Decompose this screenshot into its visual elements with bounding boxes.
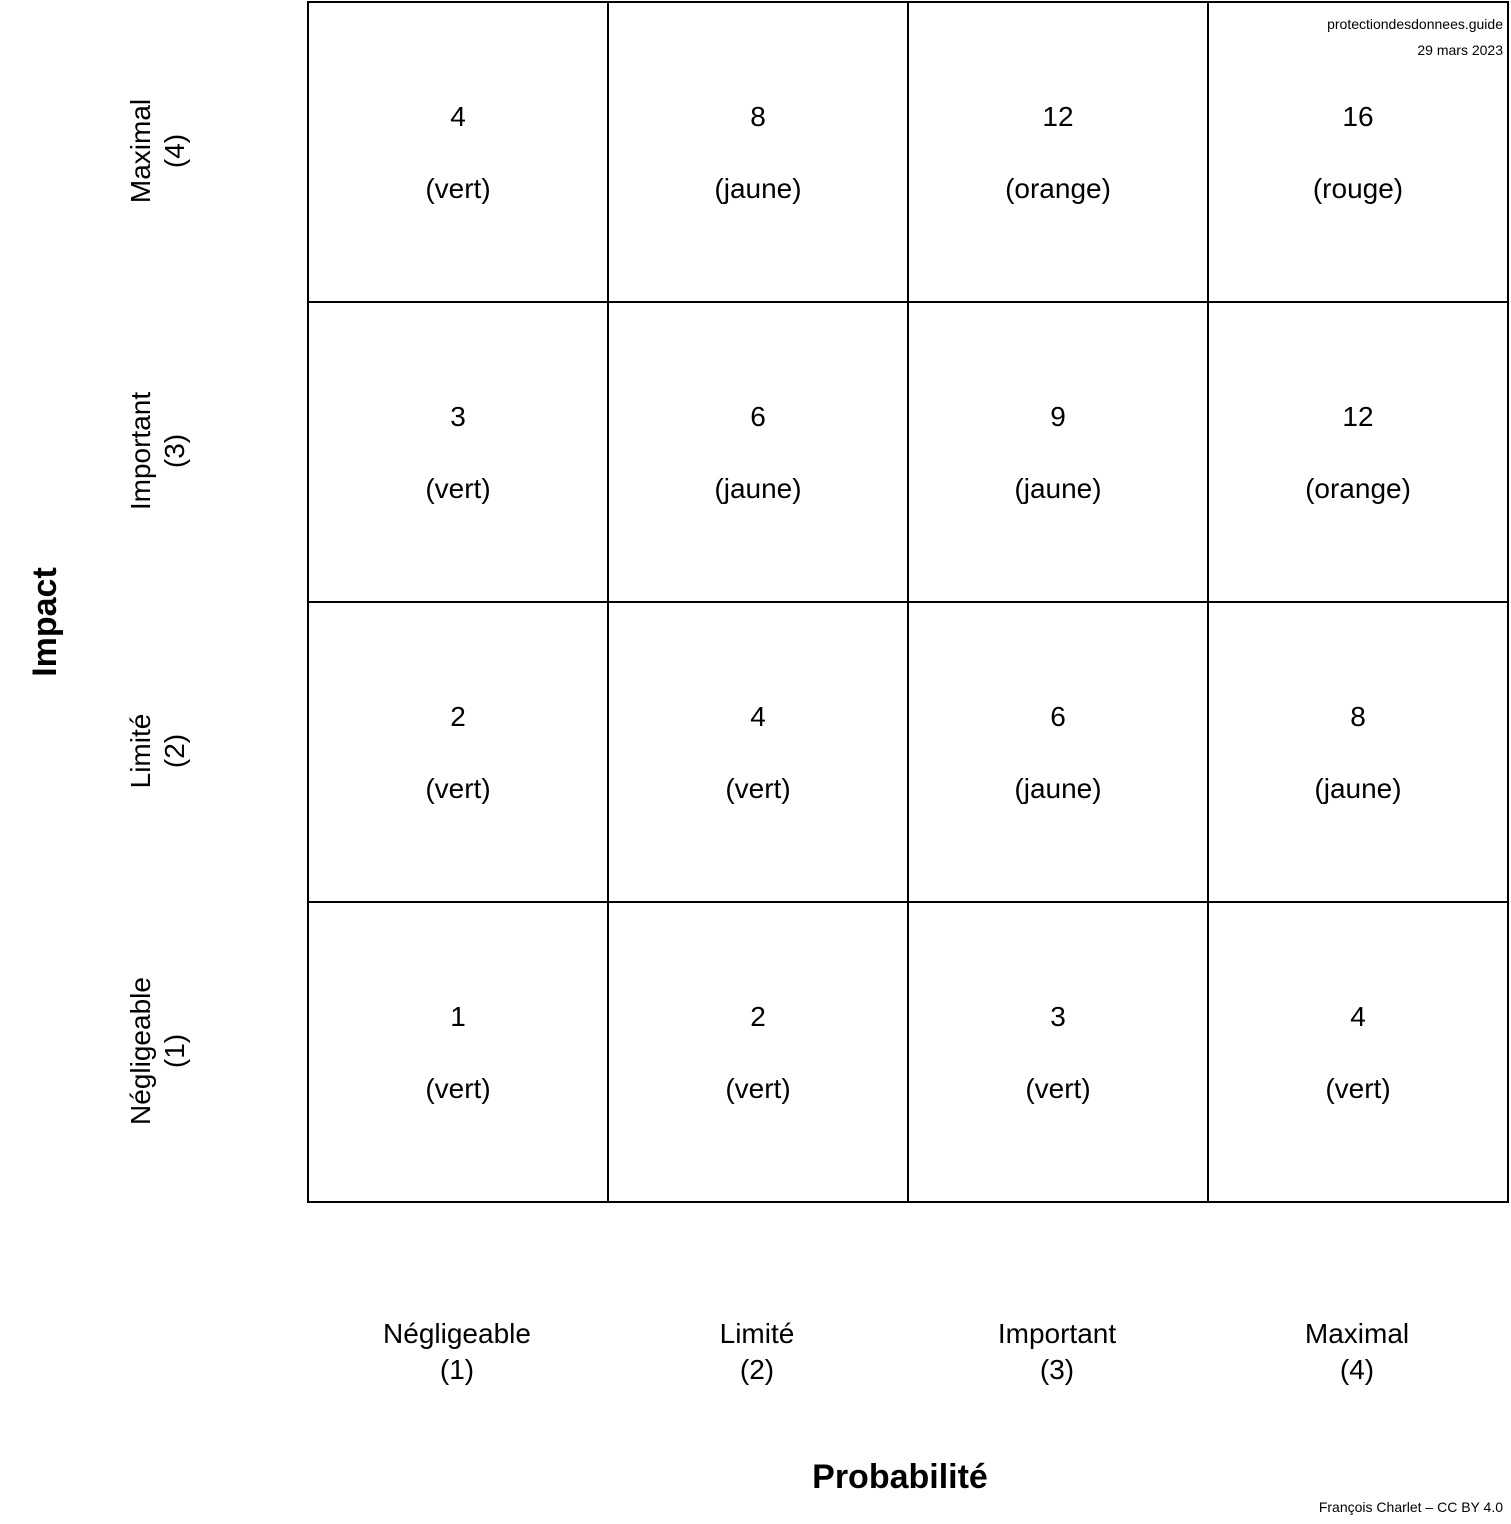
col-label-text: Important bbox=[997, 1318, 1117, 1349]
cell-color-label: (jaune) bbox=[714, 473, 802, 504]
row-label-text: Négligeable bbox=[125, 977, 156, 1125]
row-label-text: Important bbox=[125, 391, 156, 511]
cell-score: 3 bbox=[450, 401, 466, 432]
cell-score: 1 bbox=[450, 1001, 466, 1032]
col-label-text: Négligeable bbox=[383, 1318, 531, 1349]
cell-score: 4 bbox=[450, 101, 466, 132]
source-date: 29 mars 2023 bbox=[1417, 42, 1503, 58]
col-label-level: (4) bbox=[1339, 1354, 1375, 1385]
col-label-text: Maximal bbox=[1304, 1318, 1410, 1349]
cell-color-label: (vert) bbox=[425, 1073, 491, 1104]
matrix-cell: 3 (vert) bbox=[909, 903, 1209, 1203]
row-label-level: (4) bbox=[159, 133, 190, 169]
row-label-limite: Limité (2) bbox=[118, 601, 198, 901]
col-label-level: (1) bbox=[439, 1354, 475, 1385]
col-label-level: (3) bbox=[1039, 1354, 1075, 1385]
cell-score: 12 bbox=[1042, 101, 1074, 132]
row-label-important: Important (3) bbox=[118, 301, 198, 601]
source-site: protectiondesdonnees.guide bbox=[1327, 16, 1503, 32]
col-label-limite: Limité (2) bbox=[607, 1316, 907, 1388]
cell-color-label: (orange) bbox=[1305, 473, 1411, 504]
cell-score: 12 bbox=[1342, 401, 1374, 432]
matrix-cell: 16 (rouge) bbox=[1209, 3, 1509, 303]
cell-color-label: (vert) bbox=[725, 1073, 791, 1104]
matrix-cell: 9 (jaune) bbox=[909, 303, 1209, 603]
cell-color-label: (jaune) bbox=[1314, 773, 1402, 804]
matrix-cell: 2 (vert) bbox=[609, 903, 909, 1203]
row-label-text: Limité bbox=[125, 713, 156, 789]
matrix-cell: 4 (vert) bbox=[609, 603, 909, 903]
cell-color-label: (jaune) bbox=[1014, 473, 1102, 504]
row-label-level: (3) bbox=[159, 433, 190, 469]
row-label-level: (1) bbox=[159, 1033, 190, 1069]
matrix-cell: 12 (orange) bbox=[909, 3, 1209, 303]
cell-score: 6 bbox=[750, 401, 766, 432]
risk-matrix: 4 (vert) 8 (jaune) 12 (orange) 16 (rouge… bbox=[307, 1, 1509, 1203]
col-label-maximal: Maximal (4) bbox=[1207, 1316, 1507, 1388]
row-label-maximal: Maximal (4) bbox=[118, 1, 198, 301]
col-label-important: Important (3) bbox=[907, 1316, 1207, 1388]
matrix-cell: 1 (vert) bbox=[309, 903, 609, 1203]
cell-score: 8 bbox=[750, 101, 766, 132]
row-label-negligeable: Négligeable (1) bbox=[118, 901, 198, 1201]
col-label-negligeable: Négligeable (1) bbox=[307, 1316, 607, 1388]
col-label-level: (2) bbox=[739, 1354, 775, 1385]
cell-color-label: (vert) bbox=[425, 773, 491, 804]
cell-color-label: (vert) bbox=[425, 473, 491, 504]
cell-color-label: (vert) bbox=[425, 173, 491, 204]
credit-line: François Charlet – CC BY 4.0 bbox=[1318, 1499, 1503, 1515]
matrix-cell: 3 (vert) bbox=[309, 303, 609, 603]
cell-score: 3 bbox=[1050, 1001, 1066, 1032]
y-axis-title: Impact bbox=[26, 567, 64, 677]
matrix-cell: 4 (vert) bbox=[1209, 903, 1509, 1203]
cell-color-label: (vert) bbox=[725, 773, 791, 804]
matrix-cell: 12 (orange) bbox=[1209, 303, 1509, 603]
cell-score: 2 bbox=[750, 1001, 766, 1032]
row-label-level: (2) bbox=[159, 733, 190, 769]
matrix-cell: 6 (jaune) bbox=[609, 303, 909, 603]
cell-score: 6 bbox=[1050, 701, 1066, 732]
cell-color-label: (rouge) bbox=[1312, 173, 1404, 204]
x-axis-title: Probabilité bbox=[812, 1458, 988, 1496]
col-label-text: Limité bbox=[719, 1318, 795, 1349]
cell-color-label: (orange) bbox=[1005, 173, 1111, 204]
cell-color-label: (vert) bbox=[1025, 1073, 1091, 1104]
cell-color-label: (jaune) bbox=[1014, 773, 1102, 804]
matrix-cell: 4 (vert) bbox=[309, 3, 609, 303]
matrix-cell: 8 (jaune) bbox=[609, 3, 909, 303]
cell-score: 9 bbox=[1050, 401, 1066, 432]
row-label-text: Maximal bbox=[125, 98, 156, 204]
matrix-cell: 2 (vert) bbox=[309, 603, 609, 903]
cell-color-label: (jaune) bbox=[714, 173, 802, 204]
cell-score: 4 bbox=[750, 701, 766, 732]
matrix-cell: 6 (jaune) bbox=[909, 603, 1209, 903]
cell-score: 16 bbox=[1342, 101, 1374, 132]
cell-score: 8 bbox=[1350, 701, 1366, 732]
cell-score: 2 bbox=[450, 701, 466, 732]
cell-score: 4 bbox=[1350, 1001, 1366, 1032]
cell-color-label: (vert) bbox=[1325, 1073, 1391, 1104]
matrix-cell: 8 (jaune) bbox=[1209, 603, 1509, 903]
